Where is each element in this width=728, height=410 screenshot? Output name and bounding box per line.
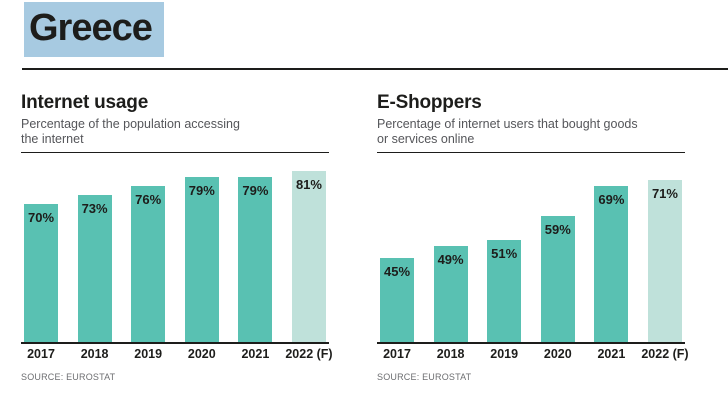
bar: 59% <box>540 216 575 342</box>
bar-value-label: 81% <box>295 177 322 192</box>
bar-value-label: 51% <box>491 246 518 261</box>
bar-value-label: 45% <box>383 264 411 279</box>
bar-value-label: 71% <box>651 186 678 201</box>
bar: 76% <box>131 186 166 342</box>
x-axis-label: 2020 <box>543 347 572 361</box>
bar: 79% <box>184 177 219 342</box>
bar-value-label: 79% <box>188 183 215 198</box>
plot-area: 45% 49% 51% 59% 69% 71% <box>377 152 685 344</box>
bar: 73% <box>77 195 112 342</box>
x-axis-label: 2019 <box>490 347 519 361</box>
page-title: Greece <box>24 2 164 57</box>
plot-area: 70% 73% 76% 79% 79% 81% <box>21 152 329 344</box>
bar-value-label: 79% <box>242 183 269 198</box>
source-note: SOURCE: EUROSTAT <box>21 372 116 382</box>
x-axis-label: 2017 <box>27 347 55 361</box>
chart-header: Internet usage Percentage of the populat… <box>21 92 329 152</box>
bar-value-label: 49% <box>437 252 464 267</box>
source-note: SOURCE: EUROSTAT <box>377 372 472 382</box>
bar-forecast: 81% <box>291 171 326 342</box>
bar-value-label: 76% <box>135 192 162 207</box>
x-axis-label: 2020 <box>187 347 216 361</box>
bar-value-label: 73% <box>81 201 108 216</box>
x-axis-label: 2019 <box>134 347 163 361</box>
x-axis-label: 2021 <box>597 347 626 361</box>
x-axis-label: 2022 (F) <box>285 347 333 361</box>
chart-subtitle: Percentage of the population accessing t… <box>21 117 240 146</box>
x-axis-label: 2018 <box>80 347 109 361</box>
bar: 79% <box>238 177 273 342</box>
bar-value-label: 70% <box>27 210 55 225</box>
bar: 51% <box>487 240 522 342</box>
bar: 49% <box>433 246 468 342</box>
bar-forecast: 71% <box>647 180 682 342</box>
x-axis: 2017 2018 2019 2020 2021 2022 (F) <box>21 347 333 361</box>
bar-value-label: 59% <box>544 222 571 237</box>
bar: 69% <box>594 186 629 342</box>
bar: 70% <box>24 204 58 342</box>
chart-subtitle: Percentage of internet users that bought… <box>377 117 638 146</box>
chart-internet-usage: Internet usage Percentage of the populat… <box>21 92 333 382</box>
chart-header: E-Shoppers Percentage of internet users … <box>377 92 685 152</box>
chart-title: Internet usage <box>21 92 149 113</box>
x-axis: 2017 2018 2019 2020 2021 2022 (F) <box>377 347 689 361</box>
chart-e-shoppers: E-Shoppers Percentage of internet users … <box>377 92 689 382</box>
x-axis-label: 2017 <box>383 347 411 361</box>
chart-title: E-Shoppers <box>377 92 482 113</box>
bar-value-label: 69% <box>598 192 625 207</box>
bar: 45% <box>380 258 414 342</box>
header-divider <box>22 68 728 70</box>
x-axis-label: 2018 <box>436 347 465 361</box>
x-axis-label: 2022 (F) <box>641 347 689 361</box>
x-axis-label: 2021 <box>241 347 270 361</box>
